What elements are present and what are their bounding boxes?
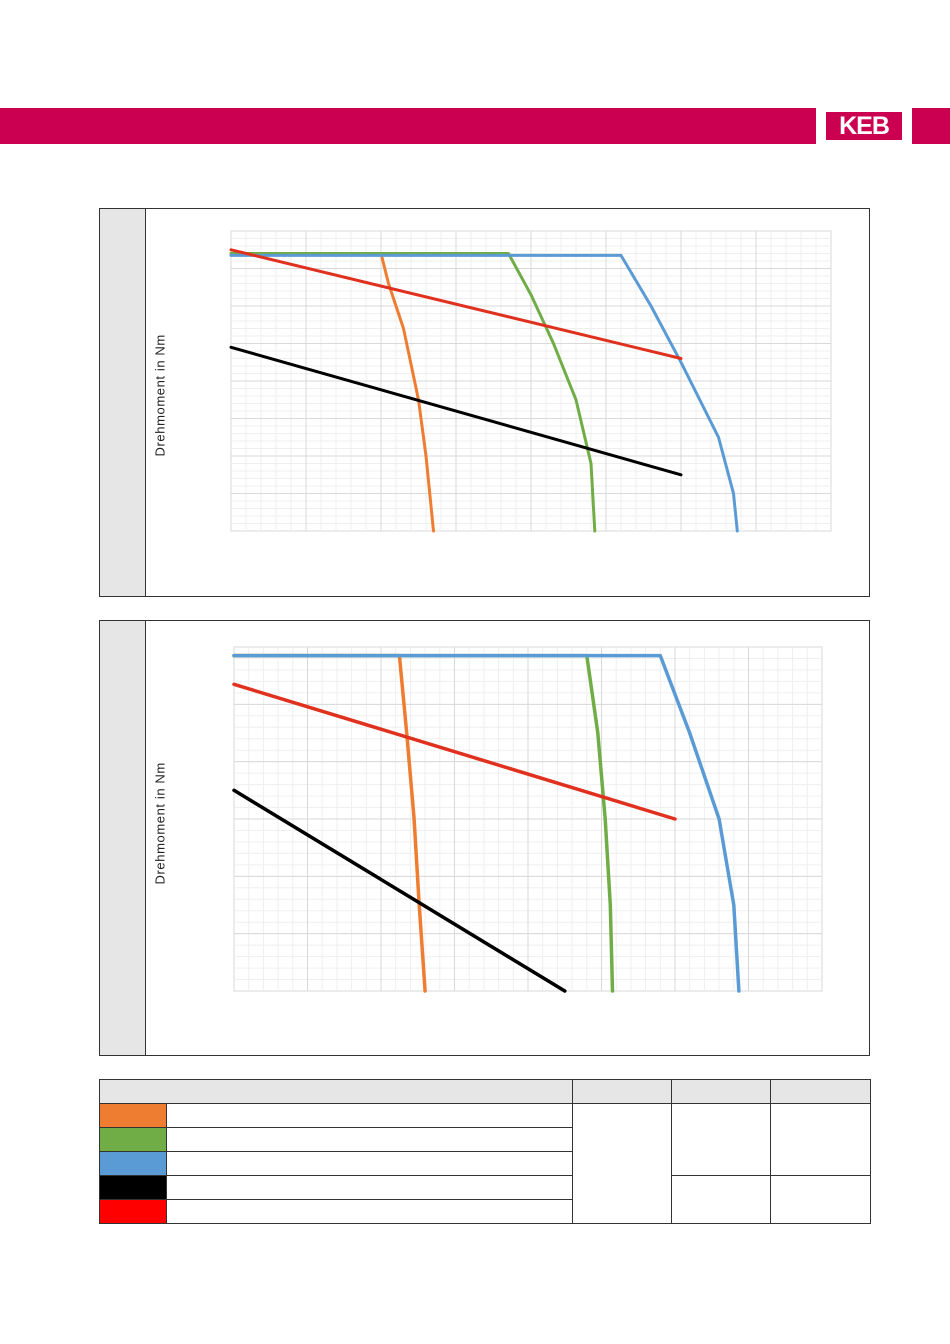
legend-cell [671, 1175, 771, 1224]
legend-row-label [166, 1127, 573, 1152]
series-line-black [232, 788, 567, 993]
legend-header-row [99, 1079, 871, 1104]
legend-swatch-orange [99, 1103, 167, 1128]
legend-cell [770, 1175, 871, 1224]
legend-row [99, 1199, 871, 1224]
header-band-right [912, 108, 950, 144]
series-line-black [229, 345, 683, 477]
legend-header-cell [572, 1079, 672, 1104]
panel-side-bar [100, 209, 146, 596]
series-line-green [229, 252, 597, 533]
logo-text: KEB [839, 112, 890, 140]
chart-panel-2: Drehmoment in Nm [99, 620, 870, 1056]
legend-cell [572, 1103, 672, 1224]
chart-2-svg [232, 646, 823, 993]
legend-row [99, 1103, 871, 1224]
series-line-line_red [229, 248, 683, 360]
legend-row [99, 1175, 871, 1224]
legend-row-label [166, 1175, 573, 1200]
legend-cell [671, 1103, 771, 1176]
legend-row-label [166, 1151, 573, 1176]
legend-table [99, 1079, 871, 1224]
series-line-line_red [232, 682, 677, 821]
legend-cell [770, 1103, 871, 1176]
legend-swatch-green [99, 1127, 167, 1152]
legend-swatch-blue [99, 1151, 167, 1176]
legend-row-label [166, 1103, 573, 1128]
legend-swatch-black [99, 1175, 167, 1200]
header-band [0, 108, 816, 144]
chart-panel-1: Drehmoment in Nm [99, 208, 870, 597]
series-line-blue [229, 253, 739, 533]
legend-header-cell [770, 1079, 871, 1104]
series-line-blue [232, 653, 741, 993]
panel-side-bar [100, 621, 146, 1055]
chart-1-svg [229, 230, 832, 533]
keb-logo: KEB [822, 108, 906, 144]
legend-swatch-red [99, 1199, 167, 1224]
legend-row-label [166, 1199, 573, 1224]
legend-header-cell [671, 1079, 771, 1104]
legend-header-cell [99, 1079, 573, 1104]
legend-row [99, 1151, 871, 1176]
